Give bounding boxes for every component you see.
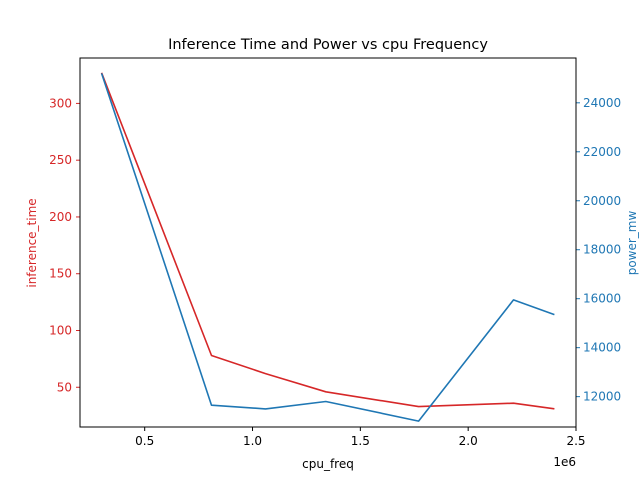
x-axis-offset-label: 1e6 <box>553 455 576 469</box>
x-axis-label: cpu_freq <box>302 457 354 471</box>
left-y-tick-label: 250 <box>49 153 72 167</box>
left-y-tick-label: 150 <box>49 267 72 281</box>
left-y-tick-label: 50 <box>57 380 72 394</box>
plot-frame <box>79 57 577 428</box>
right-y-tick-label: 22000 <box>583 145 621 159</box>
right-y-axis: 12000 14000 16000 18000 20000 22000 24000 <box>576 96 621 404</box>
x-tick-label: 2.0 <box>459 434 478 448</box>
inference-time-line <box>100 72 555 410</box>
left-y-axis: 50 100 150 200 250 300 <box>49 96 80 394</box>
plot-lines <box>100 72 555 422</box>
x-tick-label: 1.5 <box>351 434 370 448</box>
chart-title: Inference Time and Power vs cpu Frequenc… <box>168 37 488 53</box>
x-tick-label: 2.5 <box>566 434 585 448</box>
x-axis: 0.5 1.0 1.5 2.0 2.5 <box>135 427 586 448</box>
right-y-tick-label: 20000 <box>583 194 621 208</box>
left-y-tick-label: 200 <box>49 210 72 224</box>
left-y-axis-label: inference_time <box>25 198 39 287</box>
power-line <box>100 73 555 422</box>
right-y-tick-label: 24000 <box>583 96 621 110</box>
right-y-axis-label: power_mw <box>625 211 639 276</box>
right-y-tick-label: 14000 <box>583 341 621 355</box>
left-y-tick-label: 300 <box>49 96 72 110</box>
right-y-tick-label: 12000 <box>583 390 621 404</box>
x-tick-label: 1.0 <box>243 434 262 448</box>
x-tick-label: 0.5 <box>135 434 154 448</box>
left-y-tick-label: 100 <box>49 323 72 337</box>
right-y-tick-label: 16000 <box>583 292 621 306</box>
right-y-tick-label: 18000 <box>583 243 621 257</box>
